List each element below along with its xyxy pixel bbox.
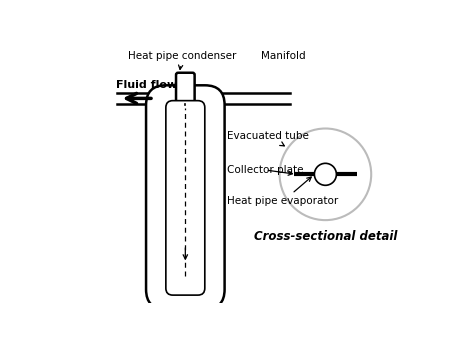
- Text: Manifold: Manifold: [261, 51, 306, 61]
- Text: Collector plate: Collector plate: [227, 165, 304, 175]
- Text: Evacuated tube: Evacuated tube: [227, 131, 309, 146]
- Text: Fluid flow: Fluid flow: [116, 81, 177, 90]
- Circle shape: [314, 163, 337, 185]
- FancyBboxPatch shape: [146, 85, 225, 309]
- FancyBboxPatch shape: [166, 101, 205, 295]
- Text: Heat pipe evaporator: Heat pipe evaporator: [227, 177, 338, 206]
- Text: Heat pipe condenser: Heat pipe condenser: [128, 51, 236, 69]
- Text: Cross-sectional detail: Cross-sectional detail: [254, 230, 397, 243]
- FancyBboxPatch shape: [176, 73, 195, 106]
